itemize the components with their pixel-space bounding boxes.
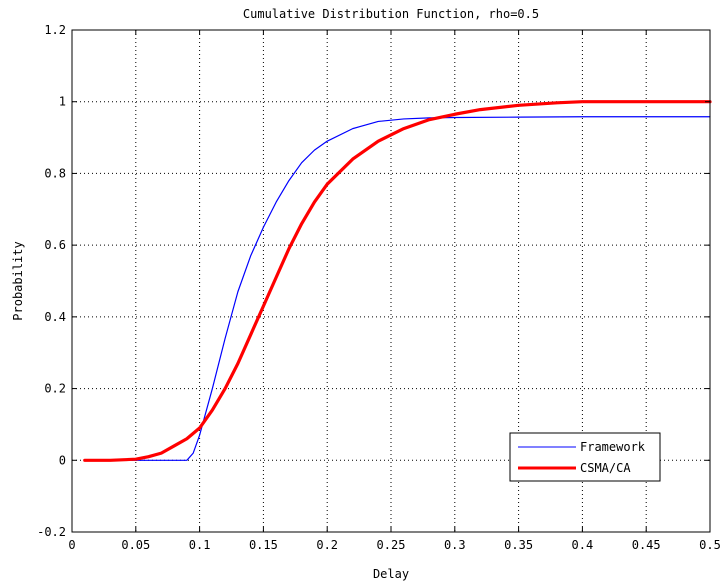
series-line-csma-ca <box>83 100 712 462</box>
legend-label-csma-ca: CSMA/CA <box>580 461 631 475</box>
legend: Framework CSMA/CA <box>509 432 661 482</box>
x-tick-label: 0.5 <box>699 538 721 552</box>
y-tick-label: 1 <box>59 95 66 109</box>
y-tick-label: 0.4 <box>44 310 66 324</box>
y-tick-label: 0.6 <box>44 238 66 252</box>
series-line-framework <box>84 116 711 461</box>
legend-marker-csma-ca <box>545 466 549 470</box>
x-tick-label: 0.45 <box>632 538 661 552</box>
legend-box <box>509 432 661 482</box>
ticks: 0 0.05 0.1 0.15 0.2 0.25 0.3 0.35 0.4 0.45 0.5 -0.2… <box>37 23 721 552</box>
legend-label-framework: Framework <box>580 440 646 454</box>
x-tick-label: 0.4 <box>572 538 594 552</box>
y-tick-label: -0.2 <box>37 525 66 539</box>
y-axis-title: Probability <box>11 241 25 320</box>
y-tick-label: 0 <box>59 453 66 467</box>
y-tick-label: 1.2 <box>44 23 66 37</box>
y-tick-label: 0.2 <box>44 382 66 396</box>
x-tick-label: 0.05 <box>121 538 150 552</box>
x-tick-label: 0 <box>68 538 75 552</box>
x-tick-label: 0.3 <box>444 538 466 552</box>
chart-title: Cumulative Distribution Function, rho=0.… <box>243 7 539 21</box>
y-tick-label: 0.8 <box>44 166 66 180</box>
x-tick-label: 0.1 <box>189 538 211 552</box>
x-axis-title: Delay <box>373 567 409 581</box>
x-tick-label: 0.2 <box>316 538 338 552</box>
x-tick-label: 0.25 <box>377 538 406 552</box>
x-tick-label: 0.35 <box>504 538 533 552</box>
series-layer <box>83 100 712 462</box>
x-tick-label: 0.15 <box>249 538 278 552</box>
